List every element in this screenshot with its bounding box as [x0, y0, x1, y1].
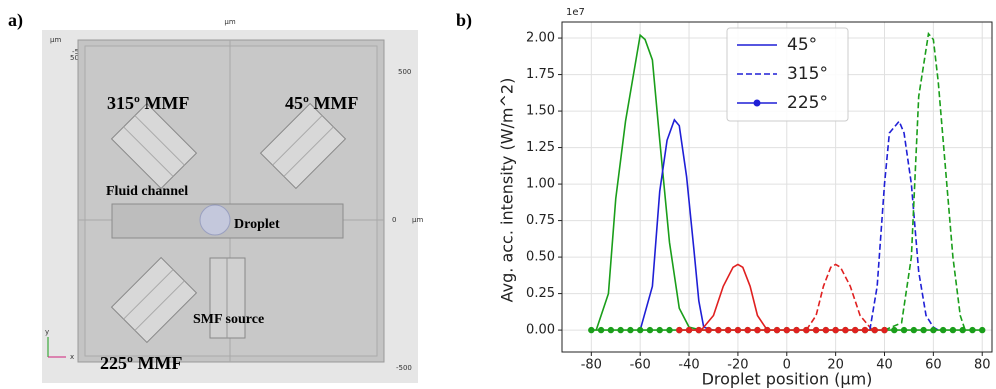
label: 45º MMF	[285, 93, 358, 113]
series-marker	[823, 327, 829, 333]
series-marker	[676, 327, 682, 333]
droplet	[200, 205, 230, 235]
series-marker	[920, 327, 926, 333]
unit-label: µm	[412, 216, 423, 224]
label: 315º MMF	[107, 93, 189, 113]
panel-label: b)	[456, 10, 472, 31]
label: Droplet	[234, 217, 280, 232]
panel-label: a)	[8, 10, 23, 31]
series-marker	[715, 327, 721, 333]
series-marker	[881, 327, 887, 333]
series-marker	[940, 327, 946, 333]
legend-label: 45°	[787, 35, 817, 55]
x-tick-label: 60	[925, 358, 942, 373]
series-marker	[744, 327, 750, 333]
x-tick-label: 0	[783, 358, 791, 373]
series-marker	[901, 327, 907, 333]
x-tick-label: 20	[827, 358, 844, 373]
series-marker	[657, 327, 663, 333]
series-marker	[666, 327, 672, 333]
series-marker	[686, 327, 692, 333]
y-tick-label: 1.50	[526, 104, 555, 119]
x-tick-label: -20	[727, 358, 748, 373]
series-marker	[891, 327, 897, 333]
y-tick-label: 0.50	[526, 250, 555, 265]
series-marker	[696, 327, 702, 333]
series-marker	[872, 327, 878, 333]
y-tick-label: 2.00	[526, 31, 555, 46]
series-marker	[647, 327, 653, 333]
series-marker	[832, 327, 838, 333]
series-line	[701, 264, 767, 330]
legend-label: 315°	[787, 64, 828, 84]
axis-label: y	[45, 328, 49, 336]
series-marker	[911, 327, 917, 333]
x-tick-label: 80	[974, 358, 991, 373]
label: SMF source	[193, 312, 264, 327]
series-marker	[637, 327, 643, 333]
series-marker	[852, 327, 858, 333]
series-marker	[803, 327, 809, 333]
series-line	[596, 35, 701, 330]
y-tick-label: 1.00	[526, 177, 555, 192]
axis-label: x	[70, 353, 74, 361]
y-tick-label: 0.00	[526, 323, 555, 338]
label: 225º MMF	[100, 353, 182, 373]
series-marker	[950, 327, 956, 333]
series-marker	[735, 327, 741, 333]
series-marker	[725, 327, 731, 333]
series-line	[806, 264, 872, 330]
series-marker	[627, 327, 633, 333]
series-marker	[979, 327, 985, 333]
legend-marker	[754, 100, 761, 107]
series-marker	[813, 327, 819, 333]
y-tick-label: 1.75	[526, 67, 555, 82]
series-marker	[774, 327, 780, 333]
unit-label: µm	[224, 18, 235, 26]
series-marker	[754, 327, 760, 333]
series-marker	[588, 327, 594, 333]
x-tick-label: -80	[581, 358, 602, 373]
unit-label: µm	[50, 36, 61, 44]
series-marker	[617, 327, 623, 333]
series-line	[885, 34, 966, 330]
series-marker	[793, 327, 799, 333]
series-marker	[842, 327, 848, 333]
y-tick-label: 0.75	[526, 213, 555, 228]
series-marker	[930, 327, 936, 333]
label: Fluid channel	[106, 184, 188, 199]
y-tick-label: 1.25	[526, 140, 555, 155]
series-line	[640, 120, 713, 330]
figure: a) µm µm 50 -500 0 500 500 0 µm -500 315…	[0, 0, 996, 389]
x-tick-label: 40	[876, 358, 893, 373]
series-marker	[598, 327, 604, 333]
x-tick-label: -60	[630, 358, 651, 373]
series-marker	[608, 327, 614, 333]
series-marker	[862, 327, 868, 333]
series-marker	[784, 327, 790, 333]
x-tick-label: -40	[678, 358, 699, 373]
ruler-label: 0	[392, 216, 396, 224]
series-marker	[959, 327, 965, 333]
legend-label: 225°	[787, 93, 828, 113]
ruler-label: -500	[396, 364, 412, 372]
series-marker	[969, 327, 975, 333]
y-tick-label: 0.25	[526, 286, 555, 301]
series-marker	[764, 327, 770, 333]
y-axis-label: Avg. acc. intensity (W/m^2)	[498, 78, 517, 303]
offset-label: 1e7	[566, 7, 585, 18]
ruler-label: 500	[398, 68, 411, 76]
series-line	[870, 121, 938, 330]
series-marker	[705, 327, 711, 333]
